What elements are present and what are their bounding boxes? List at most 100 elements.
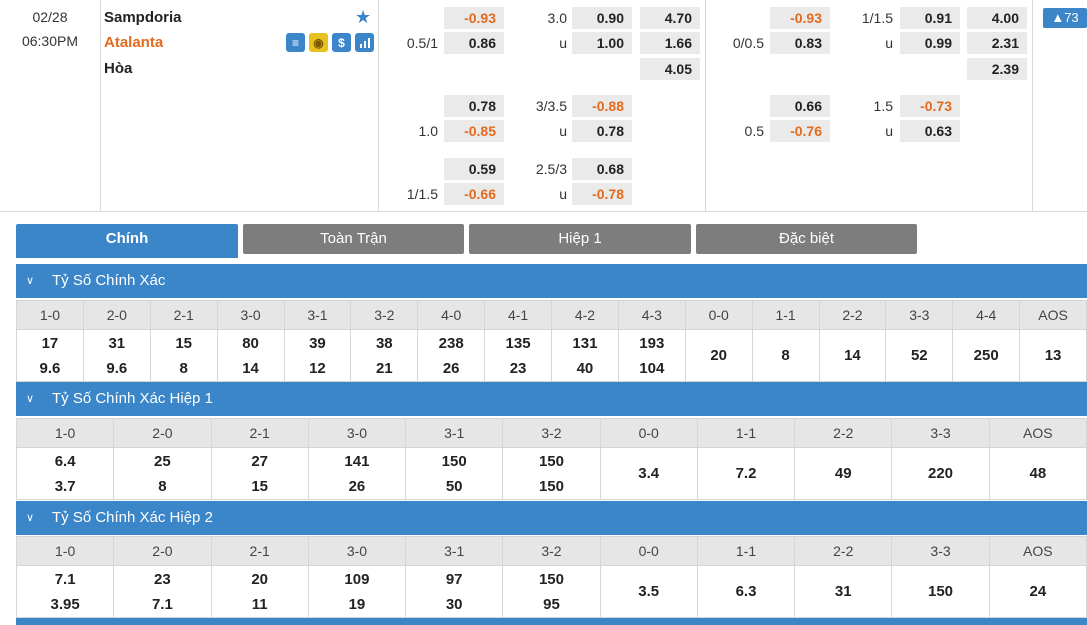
x12-away-odds[interactable]: 1.66 bbox=[640, 32, 700, 54]
tab-main[interactable]: Chính bbox=[16, 224, 238, 258]
score-odds: 8 bbox=[781, 347, 790, 364]
score-odds-cell[interactable]: 131 40 bbox=[551, 329, 619, 382]
score-label: 4-3 bbox=[617, 300, 686, 330]
ou-under-odds[interactable]: 1.00 bbox=[572, 32, 632, 54]
x12-draw-odds[interactable]: 4.05 bbox=[640, 58, 700, 80]
score-odds-cell[interactable]: 141 26 bbox=[307, 447, 407, 500]
coin-icon[interactable]: ◉ bbox=[309, 33, 328, 52]
ou-over-odds[interactable]: 0.68 bbox=[572, 158, 632, 180]
score-odds-cell[interactable]: 150 50 bbox=[405, 447, 504, 500]
score-odds-cell[interactable]: 109 19 bbox=[307, 565, 407, 618]
score-odds-cell[interactable]: 25 8 bbox=[113, 447, 212, 500]
ou-under-odds[interactable]: 0.78 bbox=[572, 120, 632, 142]
ou-over-odds[interactable]: 0.90 bbox=[572, 7, 632, 29]
x12-home-odds[interactable]: 4.70 bbox=[640, 7, 700, 29]
tab-special[interactable]: Đặc biệt bbox=[696, 224, 917, 254]
section-correct-score[interactable]: ∨ Tỷ Số Chính Xác bbox=[16, 264, 1087, 298]
score-odds-cell[interactable]: 3.4 bbox=[599, 447, 698, 500]
score-odds-cell[interactable]: 8 bbox=[751, 329, 820, 382]
ou-under-label: u bbox=[559, 35, 567, 51]
score-odds-cell[interactable]: 97 30 bbox=[405, 565, 504, 618]
score-odds-cell[interactable]: 52 bbox=[885, 329, 954, 382]
section-correct-score-h1[interactable]: ∨ Tỷ Số Chính Xác Hiệp 1 bbox=[16, 382, 1087, 416]
score-odds-cell[interactable]: 3.5 bbox=[599, 565, 698, 618]
score-odds-cell[interactable]: 13 bbox=[1019, 329, 1087, 382]
section-correct-score-h2[interactable]: ∨ Tỷ Số Chính Xác Hiệp 2 bbox=[16, 501, 1087, 535]
home-team[interactable]: Sampdoria bbox=[104, 9, 182, 26]
more-markets-badge[interactable]: ▲73 bbox=[1043, 8, 1087, 28]
ht-hdp-away-odds[interactable]: -0.76 bbox=[770, 120, 830, 142]
score-odds-cell[interactable]: 7.2 bbox=[696, 447, 796, 500]
score-odds-cell[interactable]: 150 150 bbox=[502, 447, 601, 500]
ht-ou-under-odds[interactable]: 0.99 bbox=[900, 32, 960, 54]
score-odds-cell[interactable]: 17 9.6 bbox=[16, 329, 84, 382]
correct-score-table: 1-0 2-0 2-1 3-0 3-1 3-2 4-0 4-1 4-2 4-3 0-0 1-1 2-2 3… bbox=[16, 300, 1087, 382]
tab-first-half[interactable]: Hiệp 1 bbox=[469, 224, 691, 254]
score-odds-cell[interactable]: 193 104 bbox=[617, 329, 686, 382]
score-odds-top: 23 bbox=[154, 570, 171, 588]
score-odds-cell[interactable]: 48 bbox=[988, 447, 1087, 500]
hdp-home-odds[interactable]: 0.59 bbox=[444, 158, 504, 180]
score-odds-cell[interactable]: 7.1 3.95 bbox=[15, 565, 115, 618]
hdp-away-odds[interactable]: -0.85 bbox=[444, 120, 504, 142]
ht-x12-home-odds[interactable]: 4.00 bbox=[967, 7, 1027, 29]
score-label: 0-0 bbox=[599, 536, 698, 566]
score-odds-cell[interactable]: 20 11 bbox=[210, 565, 309, 618]
list-icon[interactable]: ≡ bbox=[286, 33, 305, 52]
score-odds-cell[interactable]: 39 12 bbox=[283, 329, 352, 382]
ou-under-odds[interactable]: -0.78 bbox=[572, 183, 632, 205]
tab-full-time[interactable]: Toàn Trận bbox=[243, 224, 464, 254]
dollar-icon[interactable]: $ bbox=[332, 33, 351, 52]
score-odds-cell[interactable]: 250 bbox=[952, 329, 1021, 382]
ht-hdp-home-odds[interactable]: -0.93 bbox=[770, 7, 830, 29]
score-odds-cell[interactable]: 27 15 bbox=[210, 447, 309, 500]
score-odds: 49 bbox=[834, 465, 852, 482]
score-odds-bottom: 23 bbox=[509, 359, 527, 377]
favorite-star-icon[interactable]: ★ bbox=[355, 7, 372, 27]
score-odds-cell[interactable]: 6.3 bbox=[696, 565, 796, 618]
score-odds-bottom: 21 bbox=[375, 359, 393, 377]
ht-ou-over-odds[interactable]: -0.73 bbox=[900, 95, 960, 117]
score-label: 1-1 bbox=[696, 418, 796, 448]
score-odds-bottom: 104 bbox=[639, 359, 665, 377]
score-odds-top: 25 bbox=[154, 452, 171, 470]
ht-hdp-home-odds[interactable]: 0.66 bbox=[770, 95, 830, 117]
score-odds-top: 20 bbox=[251, 570, 268, 588]
score-odds: 220 bbox=[928, 465, 954, 482]
hdp-away-odds[interactable]: 0.86 bbox=[444, 32, 504, 54]
away-team[interactable]: Atalanta bbox=[104, 34, 164, 51]
score-odds-cell[interactable]: 38 21 bbox=[350, 329, 419, 382]
match-icons: ≡ ◉ $ bbox=[286, 33, 374, 52]
score-odds-cell[interactable]: 238 26 bbox=[417, 329, 486, 382]
score-odds-cell[interactable]: 24 bbox=[988, 565, 1087, 618]
score-odds-cell[interactable]: 31 9.6 bbox=[82, 329, 151, 382]
match-header: 02/28 06:30PM Sampdoria Atalanta Hòa ★ ≡… bbox=[0, 0, 1087, 212]
score-odds-cell[interactable]: 31 bbox=[794, 565, 893, 618]
ht-x12-draw-odds[interactable]: 2.39 bbox=[967, 58, 1027, 80]
stats-icon[interactable] bbox=[355, 33, 374, 52]
ou-over-odds[interactable]: -0.88 bbox=[572, 95, 632, 117]
score-odds-cell[interactable]: 135 23 bbox=[484, 329, 552, 382]
score-odds-cell[interactable]: 14 bbox=[818, 329, 887, 382]
ht-ou-over-odds[interactable]: 0.91 bbox=[900, 7, 960, 29]
ht-ou-under-odds[interactable]: 0.63 bbox=[900, 120, 960, 142]
score-odds-cell[interactable]: 80 14 bbox=[216, 329, 285, 382]
score-odds-cell[interactable]: 6.4 3.7 bbox=[15, 447, 115, 500]
score-odds-cell[interactable]: 220 bbox=[891, 447, 990, 500]
score-label: AOS bbox=[988, 536, 1087, 566]
score-odds-cell[interactable]: 150 95 bbox=[502, 565, 601, 618]
score-odds-cell[interactable]: 23 7.1 bbox=[113, 565, 212, 618]
match-time: 06:30PM bbox=[21, 33, 79, 49]
hdp-home-odds[interactable]: 0.78 bbox=[444, 95, 504, 117]
score-odds-cell[interactable]: 150 bbox=[891, 565, 990, 618]
score-label: 2-0 bbox=[113, 536, 212, 566]
score-odds-cell[interactable]: 15 8 bbox=[149, 329, 218, 382]
score-label: 3-0 bbox=[307, 418, 407, 448]
score-odds-cell[interactable]: 20 bbox=[684, 329, 753, 382]
score-odds-cell[interactable]: 49 bbox=[794, 447, 893, 500]
hdp-home-odds[interactable]: -0.93 bbox=[444, 7, 504, 29]
hdp-away-odds[interactable]: -0.66 bbox=[444, 183, 504, 205]
ht-x12-away-odds[interactable]: 2.31 bbox=[967, 32, 1027, 54]
ou-under-label: u bbox=[559, 123, 567, 139]
ht-hdp-away-odds[interactable]: 0.83 bbox=[770, 32, 830, 54]
